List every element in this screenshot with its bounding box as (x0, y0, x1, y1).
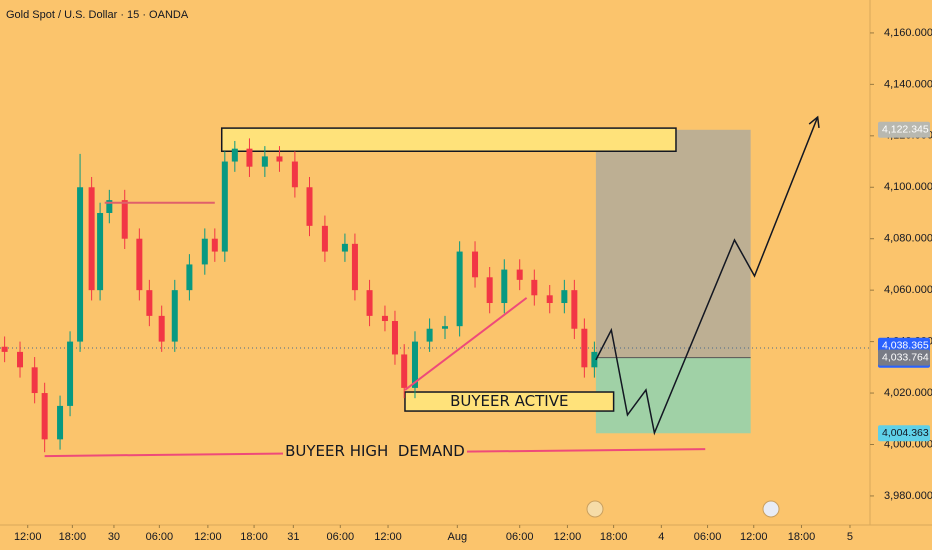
x-tick-label: 06:00 (327, 531, 355, 543)
candle-body (516, 269, 523, 280)
y-tick-label: 4,100.000 (884, 181, 932, 193)
candle-body (411, 341, 418, 388)
candle-body (561, 290, 568, 304)
x-tick-label: 12:00 (14, 531, 42, 543)
candle-body (321, 225, 328, 252)
candle-body (67, 341, 74, 406)
x-tick-label: 12:00 (374, 531, 402, 543)
line-label: BUYEER HIGH DEMAND (285, 442, 465, 460)
candle-body (571, 290, 578, 329)
candle-body (211, 238, 218, 252)
x-tick-label: 30 (108, 531, 120, 543)
price-tag (878, 349, 930, 366)
candle-body (291, 161, 298, 188)
candle-body (186, 264, 193, 291)
x-tick-label: Aug (448, 531, 468, 543)
candle-body (201, 238, 208, 265)
candle-body (77, 187, 84, 342)
candle-body (1, 346, 8, 352)
candle-body (581, 328, 588, 368)
x-tick-label: 18:00 (788, 531, 816, 543)
price-tag-label: 4,033.764 (882, 351, 929, 363)
candle-body (366, 290, 373, 316)
candle-body (171, 290, 178, 342)
candle-body (121, 200, 128, 239)
price-tag-label: 4,122.345 (882, 124, 929, 136)
x-tick-label: 18:00 (240, 531, 268, 543)
projection-arrowhead (808, 115, 820, 129)
y-tick-label: 4,060.000 (884, 284, 932, 296)
candle-body (456, 251, 463, 327)
candle-body (531, 279, 538, 296)
candle-body (97, 212, 104, 291)
x-tick-label: 12:00 (554, 531, 582, 543)
label-bg (283, 442, 467, 463)
candle-body (591, 351, 598, 368)
candle-body (41, 393, 48, 440)
candle-body (261, 156, 268, 167)
candle-body (546, 295, 553, 304)
y-tick-label: 3,980.000 (884, 490, 932, 502)
y-tick-label: 4,080.000 (884, 233, 932, 245)
candle-body (341, 243, 348, 252)
projection-path (595, 116, 819, 436)
x-tick-label: 06:00 (506, 531, 534, 543)
x-tick-label: 5 (847, 531, 853, 543)
candle-body (246, 148, 253, 167)
candle-body (136, 238, 143, 291)
chart-title: Gold Spot / U.S. Dollar · 15 · OANDA (6, 9, 189, 21)
candle-body (351, 243, 358, 291)
candle-body (501, 269, 508, 304)
price-tag-label: 4,004.363 (882, 427, 929, 439)
zone (220, 127, 677, 152)
trend-line (404, 297, 528, 391)
candle-body (231, 148, 238, 162)
y-tick-label: 4,020.000 (884, 387, 932, 399)
price-tag-label: 4,038.365 (882, 340, 929, 352)
event-icon[interactable] (586, 500, 604, 518)
candle-body (381, 315, 388, 322)
target-zone (595, 129, 751, 358)
candle-body (57, 405, 64, 440)
x-tick-label: 18:00 (600, 531, 628, 543)
x-tick-label: 12:00 (740, 531, 768, 543)
x-tick-label: 31 (287, 531, 299, 543)
candle-body (486, 277, 493, 304)
candle-body (391, 321, 398, 355)
price-tag (878, 425, 930, 442)
candle-body (31, 367, 38, 394)
candle-body (17, 351, 24, 368)
candle-body (442, 326, 449, 329)
candle-body (276, 156, 283, 162)
candle-body (106, 200, 113, 213)
y-tick-label: 4,160.000 (884, 27, 932, 39)
candle-body (401, 354, 408, 388)
stop-zone (595, 357, 751, 434)
x-tick-label: 18:00 (59, 531, 87, 543)
x-tick-label: 12:00 (194, 531, 222, 543)
candle-body (472, 251, 479, 278)
zone-label: BUYEER ACTIVE (450, 392, 568, 410)
price-tag (878, 121, 930, 138)
candle-body (88, 187, 95, 291)
candle-body (221, 161, 228, 252)
zone (404, 391, 615, 412)
candle-body (306, 187, 313, 226)
x-tick-label: 4 (658, 531, 664, 543)
x-tick-label: 06:00 (694, 531, 722, 543)
candle-body (146, 290, 153, 316)
candle-body (426, 328, 433, 342)
y-tick-label: 4,140.000 (884, 78, 932, 90)
candle-body (158, 315, 165, 342)
x-tick-label: 06:00 (146, 531, 174, 543)
event-flag[interactable] (762, 500, 780, 518)
y-tick-label: 4,000.000 (884, 438, 932, 450)
